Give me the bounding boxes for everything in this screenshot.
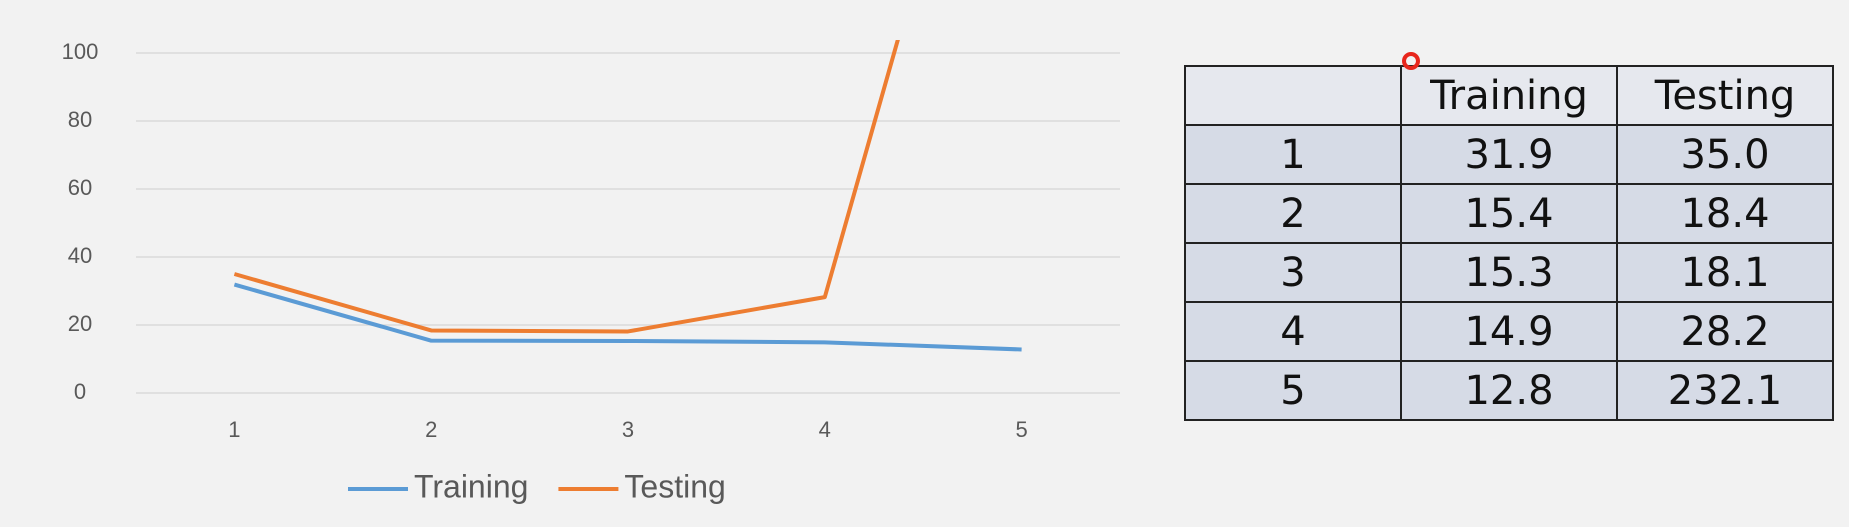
header-cell: Testing <box>1616 65 1834 126</box>
chart: 0 20 40 60 80 100 1 2 3 4 5 Training Testing <box>62 39 1120 504</box>
table-row: 3 15.3 18.1 <box>1184 242 1834 303</box>
x-tick-label: 4 <box>819 417 831 442</box>
table-header: Training Testing <box>1184 65 1834 126</box>
x-tick-label: 1 <box>228 417 240 442</box>
table-cell: 18.4 <box>1616 183 1834 244</box>
table-cell: 31.9 <box>1400 124 1618 185</box>
table-cell: 15.3 <box>1400 242 1618 303</box>
table-cell: 2 <box>1184 183 1402 244</box>
table-cell: 232.1 <box>1616 360 1834 421</box>
table-cell: 3 <box>1184 242 1402 303</box>
data-table: Training Testing 1 31.9 35.0 2 15.4 18.4 3 15.3… <box>1184 65 1834 421</box>
table-cell: 4 <box>1184 301 1402 362</box>
corner-cell <box>1184 65 1402 126</box>
header-cell: Training <box>1400 65 1618 126</box>
y-tick-label: 80 <box>68 107 92 132</box>
series-line <box>233 282 1022 352</box>
table-row: 1 31.9 35.0 <box>1184 124 1834 185</box>
table-row: 4 14.9 28.2 <box>1184 301 1834 362</box>
x-tick-label: 2 <box>425 417 437 442</box>
y-tick-label: 60 <box>68 175 92 200</box>
table-row: 2 15.4 18.4 <box>1184 183 1834 244</box>
table-cell: 5 <box>1184 360 1402 421</box>
table-cell: 28.2 <box>1616 301 1834 362</box>
y-tick-label: 100 <box>62 39 99 64</box>
series-line <box>233 40 900 334</box>
y-tick-label: 40 <box>68 243 92 268</box>
legend-label: Training <box>414 468 528 504</box>
table-cell: 1 <box>1184 124 1402 185</box>
y-tick-label: 20 <box>68 311 92 336</box>
plot-area <box>233 40 1022 352</box>
legend-label: Testing <box>624 468 725 504</box>
table-cell: 14.9 <box>1400 301 1618 362</box>
table-cell: 18.1 <box>1616 242 1834 303</box>
table-cell: 35.0 <box>1616 124 1834 185</box>
table-cell: 15.4 <box>1400 183 1618 244</box>
table-cell: 12.8 <box>1400 360 1618 421</box>
table-row: 5 12.8 232.1 <box>1184 360 1834 421</box>
x-tick-label: 5 <box>1015 417 1027 442</box>
x-tick-label: 3 <box>622 417 634 442</box>
y-tick-label: 0 <box>74 379 86 404</box>
